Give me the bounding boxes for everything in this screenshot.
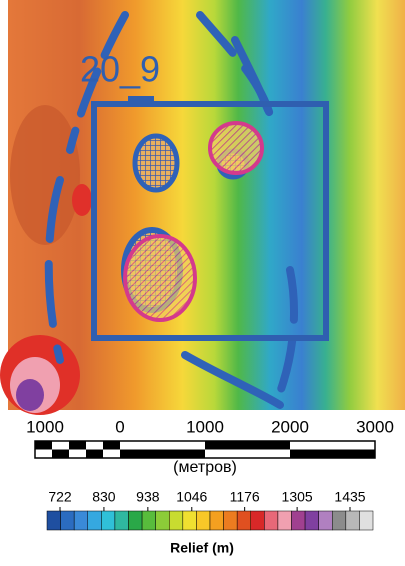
legend-swatch xyxy=(196,511,210,530)
scale-label: 3000 xyxy=(356,417,394,436)
scale-unit: (метров) xyxy=(173,459,237,476)
legend-tick-label: 1435 xyxy=(334,489,365,505)
legend-swatch xyxy=(359,511,373,530)
scale-bar: (метров) xyxy=(35,441,375,476)
relief-low xyxy=(10,105,80,245)
legend-swatch xyxy=(101,511,115,530)
zone xyxy=(210,123,262,173)
legend-tick-label: 938 xyxy=(136,489,160,505)
zone xyxy=(125,236,195,320)
legend-swatch xyxy=(264,511,278,530)
legend-swatch xyxy=(74,511,88,530)
study-area-mark xyxy=(128,96,154,102)
legend-swatch xyxy=(169,511,183,530)
legend-swatch xyxy=(251,511,265,530)
legend-swatch xyxy=(61,511,75,530)
legend-swatch xyxy=(278,511,292,530)
scale-label: 1000 xyxy=(186,417,224,436)
legend-swatch xyxy=(115,511,129,530)
legend-swatch xyxy=(319,511,333,530)
relief-spot xyxy=(72,184,92,216)
scale-label: 0 xyxy=(115,417,124,436)
relief-peak xyxy=(16,379,44,411)
legend-title: Relief (m) xyxy=(170,540,234,556)
legend-swatch xyxy=(224,511,238,530)
legend-swatch xyxy=(346,511,360,530)
legend-swatch xyxy=(88,511,102,530)
legend-tick-label: 722 xyxy=(48,489,72,505)
legend-tick-label: 830 xyxy=(92,489,116,505)
legend-tick-label: 1305 xyxy=(282,489,313,505)
legend-swatch xyxy=(292,511,306,530)
legend-swatch xyxy=(210,511,224,530)
scale-label: 2000 xyxy=(271,417,309,436)
scale-label: 1000 xyxy=(26,417,64,436)
legend-swatch xyxy=(142,511,156,530)
legend-swatch xyxy=(156,511,170,530)
legend-swatch xyxy=(237,511,251,530)
legend-swatch xyxy=(129,511,143,530)
legend-swatch xyxy=(183,511,197,530)
map: 20_9 xyxy=(0,0,405,415)
page: 20_9 (метров) Relief (m) 1000 0 1000 2000 30… xyxy=(0,0,405,561)
legend-swatch xyxy=(332,511,346,530)
map-label: 20_9 xyxy=(80,49,160,90)
legend-tick-label: 1176 xyxy=(230,489,260,505)
legend-swatch xyxy=(47,511,61,530)
legend-swatch xyxy=(305,511,319,530)
legend-tick-label: 1046 xyxy=(176,489,207,505)
zone xyxy=(135,136,177,190)
